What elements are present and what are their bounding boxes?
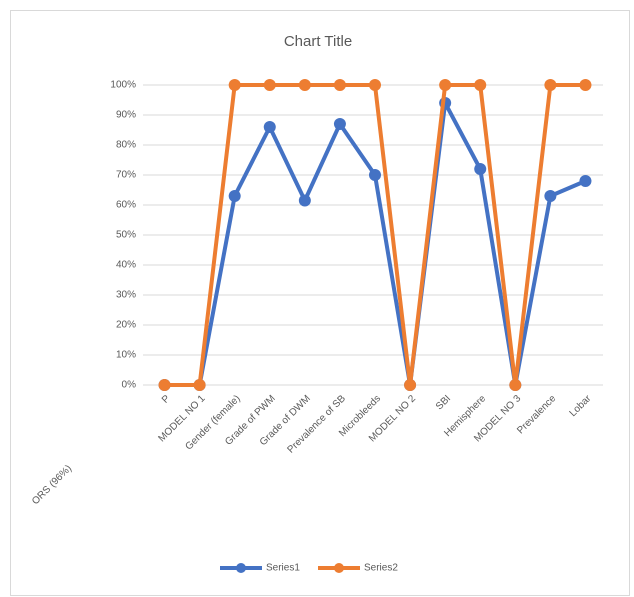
legend-label: Series2 (364, 563, 398, 574)
chart-title: Chart Title (284, 33, 352, 50)
legend-marker (236, 563, 246, 573)
data-point (369, 79, 381, 91)
y-tick-label: 100% (110, 80, 136, 91)
data-point (404, 379, 417, 391)
data-point (158, 379, 171, 391)
data-point (369, 169, 381, 181)
data-point (509, 379, 522, 391)
data-point (333, 79, 346, 91)
y-tick-label: 60% (116, 200, 136, 211)
y-tick-label: 50% (116, 230, 136, 241)
legend-label: Series1 (266, 563, 300, 574)
data-point (263, 121, 276, 133)
y-tick-label: 90% (116, 110, 136, 121)
y-tick-label: 10% (116, 350, 136, 361)
data-point (579, 175, 592, 187)
chart-frame (10, 10, 630, 596)
data-point (298, 79, 311, 91)
legend-marker (334, 563, 344, 573)
data-point (193, 379, 206, 391)
data-point (263, 79, 276, 91)
y-tick-label: 0% (122, 380, 137, 391)
y-tick-label: 80% (116, 140, 136, 151)
data-point (474, 79, 487, 91)
y-tick-label: 70% (116, 170, 136, 181)
data-point (544, 190, 557, 202)
data-point (544, 79, 557, 91)
y-tick-label: 30% (116, 290, 136, 301)
data-point (333, 118, 346, 130)
data-point (439, 79, 452, 91)
data-point (298, 194, 311, 207)
data-point (474, 163, 487, 175)
y-tick-label: 40% (116, 260, 136, 271)
y-tick-label: 20% (116, 320, 136, 331)
data-point (228, 190, 241, 202)
data-point (228, 79, 241, 91)
data-point (579, 79, 592, 91)
